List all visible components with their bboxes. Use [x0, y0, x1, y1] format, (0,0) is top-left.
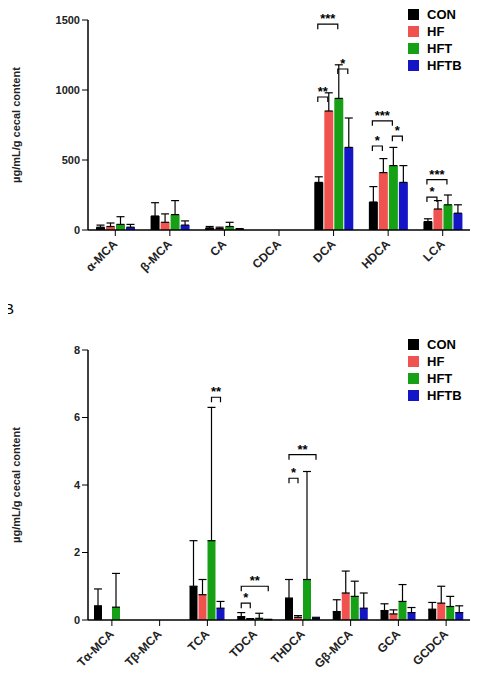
svg-text:LCA: LCA: [420, 237, 448, 265]
html-text:HFTB: HFTB: [427, 58, 462, 73]
svg-text:*: *: [375, 133, 381, 148]
svg-text:*: *: [340, 56, 346, 71]
svg-text:DCA: DCA: [310, 237, 339, 266]
svg-text:**: **: [250, 573, 261, 588]
svg-text:*: *: [291, 465, 297, 480]
svg-text:*: *: [243, 590, 249, 605]
svg-text:***: ***: [429, 167, 445, 182]
svg-text:THDCA: THDCA: [268, 627, 308, 667]
svg-text:TDCA: TDCA: [227, 627, 261, 661]
html-text:HFTB: HFTB: [427, 388, 462, 403]
svg-text:Tα-MCA: Tα-MCA: [74, 627, 117, 670]
svg-text:8: 8: [74, 344, 80, 356]
svg-text:1500: 1500: [56, 14, 80, 26]
svg-text:GCA: GCA: [375, 627, 404, 656]
svg-text:6: 6: [74, 411, 80, 423]
svg-text:HDCA: HDCA: [359, 237, 394, 272]
html-text:CON: CON: [427, 337, 456, 352]
html-text:CON: CON: [427, 7, 456, 22]
svg-text:0: 0: [74, 224, 80, 236]
html-text:HF: HF: [427, 354, 445, 369]
svg-text:***: ***: [375, 108, 391, 123]
svg-text:1000: 1000: [56, 84, 80, 96]
svg-text:CA: CA: [207, 237, 229, 259]
svg-text:GCDCA: GCDCA: [410, 627, 451, 668]
svg-text:0: 0: [74, 614, 80, 626]
svg-text:500: 500: [62, 154, 80, 166]
svg-text:***: ***: [320, 11, 336, 26]
html-text:HFT: HFT: [427, 41, 453, 56]
svg-text:α-MCA: α-MCA: [83, 237, 121, 275]
svg-text:*: *: [395, 123, 401, 138]
svg-text:**: **: [211, 384, 222, 399]
svg-text:µg/mL/g cecal content: µg/mL/g cecal content: [10, 427, 22, 543]
svg-text:**: **: [318, 84, 329, 99]
html-text:B: B: [4, 300, 14, 317]
svg-text:TCA: TCA: [185, 627, 213, 655]
html-text:HFT: HFT: [427, 371, 453, 386]
svg-text:*: *: [429, 184, 435, 199]
svg-text:4: 4: [74, 479, 81, 491]
svg-text:µg/mL/g cecal content: µg/mL/g cecal content: [10, 67, 22, 183]
html-text:HF: HF: [427, 24, 445, 39]
svg-text:Tβ-MCA: Tβ-MCA: [122, 627, 165, 670]
svg-text:2: 2: [74, 546, 80, 558]
svg-text:Gβ-MCA: Gβ-MCA: [312, 627, 356, 671]
svg-text:β-MCA: β-MCA: [138, 237, 175, 274]
svg-text:CDCA: CDCA: [250, 237, 285, 272]
svg-text:**: **: [297, 442, 308, 457]
